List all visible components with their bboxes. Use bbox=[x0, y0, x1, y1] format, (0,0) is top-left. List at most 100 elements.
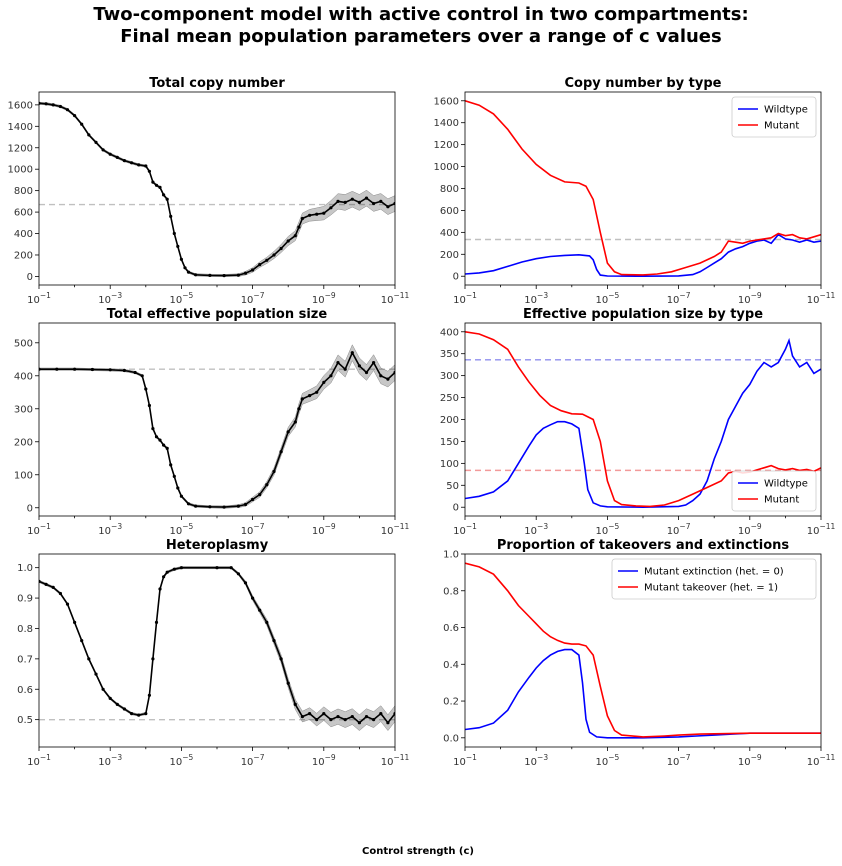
y-tick-label: 600 bbox=[440, 206, 459, 217]
y-tick-label: 1200 bbox=[8, 143, 33, 154]
y-tick-label: 1200 bbox=[434, 140, 459, 151]
data-point bbox=[194, 273, 198, 277]
data-point bbox=[186, 502, 191, 506]
data-point bbox=[286, 430, 290, 434]
data-point bbox=[243, 581, 248, 585]
x-tick-label: 10−11 bbox=[381, 291, 410, 306]
y-tick-label: 300 bbox=[440, 371, 459, 382]
data-point bbox=[357, 721, 361, 725]
panel-takeovers: Proportion of takeovers and extinctions 0… bbox=[443, 538, 835, 768]
x-tick-label: 10−11 bbox=[807, 753, 836, 768]
legend-entry-wildtype: Wildtype bbox=[764, 479, 808, 490]
y-tick-label: 100 bbox=[440, 459, 459, 470]
data-point bbox=[343, 367, 347, 371]
data-point bbox=[222, 505, 226, 509]
data-point bbox=[80, 639, 84, 643]
y-tick-label: 0.2 bbox=[443, 697, 459, 708]
x-tick-label: 10−7 bbox=[667, 291, 691, 306]
data-point bbox=[329, 718, 333, 722]
y-tick-label: 0 bbox=[27, 272, 33, 283]
data-point bbox=[51, 585, 55, 590]
data-point bbox=[108, 368, 112, 372]
data-point bbox=[308, 213, 312, 217]
data-point bbox=[55, 367, 59, 371]
y-tick-label: 0.0 bbox=[443, 733, 459, 744]
x-tick-label: 10−1 bbox=[453, 753, 477, 768]
data-point bbox=[350, 197, 354, 201]
x-tick-label: 10−9 bbox=[738, 753, 762, 768]
data-point bbox=[297, 407, 301, 411]
data-point bbox=[386, 721, 390, 725]
figure-title-line-1: Two-component model with active control … bbox=[93, 4, 749, 25]
data-point bbox=[300, 397, 304, 401]
y-tick-label: 0.8 bbox=[443, 586, 459, 597]
data-point bbox=[101, 148, 105, 152]
data-point bbox=[144, 387, 148, 391]
y-tick-label: 1.0 bbox=[443, 550, 459, 561]
data-point bbox=[169, 214, 173, 218]
data-point bbox=[300, 715, 304, 719]
data-point bbox=[165, 197, 169, 201]
data-point bbox=[322, 712, 326, 716]
data-point bbox=[130, 161, 134, 165]
y-tick-label: 50 bbox=[446, 481, 459, 492]
panel-eff-by-type: Effective population size by type 0 50 100 1… bbox=[440, 307, 836, 537]
y-tick-label: 200 bbox=[14, 437, 33, 448]
data-point bbox=[308, 712, 312, 716]
series-line bbox=[39, 350, 395, 508]
x-tick-label: 10−5 bbox=[170, 753, 194, 768]
data-point bbox=[44, 102, 48, 106]
series-line-wildtype bbox=[465, 233, 821, 278]
legend-entry-mutant: Mutant bbox=[764, 121, 799, 132]
y-tick-label: 0.9 bbox=[17, 594, 33, 605]
data-point bbox=[350, 351, 354, 355]
axes-frame bbox=[38, 322, 396, 517]
y-tick-label: 400 bbox=[440, 327, 459, 338]
data-point bbox=[162, 443, 166, 447]
y-tick-label: 0.8 bbox=[17, 624, 33, 635]
data-point bbox=[137, 163, 141, 167]
data-point bbox=[144, 712, 148, 716]
data-point bbox=[343, 718, 347, 722]
y-tick-label: 200 bbox=[440, 415, 459, 426]
data-point bbox=[176, 244, 180, 248]
data-point bbox=[251, 497, 255, 502]
data-point bbox=[386, 205, 390, 209]
y-tick-label: 1400 bbox=[8, 122, 33, 133]
data-point bbox=[94, 140, 98, 144]
data-point bbox=[258, 608, 262, 612]
data-point bbox=[297, 225, 301, 229]
data-point bbox=[87, 133, 91, 137]
data-point bbox=[65, 602, 70, 606]
y-tick-label: 0.6 bbox=[17, 685, 33, 696]
x-tick-label: 10−11 bbox=[381, 753, 410, 768]
data-point bbox=[222, 274, 226, 278]
data-point bbox=[336, 715, 340, 719]
data-point bbox=[172, 231, 176, 236]
x-tick-label: 10−11 bbox=[807, 522, 836, 537]
data-point bbox=[165, 446, 169, 450]
x-tick-label: 10−1 bbox=[453, 522, 477, 537]
data-point bbox=[265, 258, 269, 262]
data-point bbox=[350, 715, 354, 719]
data-point bbox=[147, 403, 151, 408]
data-point bbox=[379, 199, 383, 203]
y-tick-label: 1000 bbox=[8, 165, 33, 176]
data-point bbox=[243, 271, 248, 275]
confidence-band bbox=[39, 101, 395, 277]
data-point bbox=[122, 707, 126, 711]
data-point bbox=[357, 364, 361, 368]
data-point bbox=[258, 263, 262, 267]
series-line bbox=[39, 566, 395, 725]
data-point bbox=[293, 420, 297, 424]
x-axis-label: Control strength (c) bbox=[362, 846, 474, 857]
legend: Mutant extinction (het. = 0) Mutant takeo… bbox=[611, 558, 817, 600]
y-tick-label: 200 bbox=[440, 250, 459, 261]
y-tick-label: 0.7 bbox=[17, 654, 33, 665]
data-point bbox=[315, 718, 319, 722]
data-point bbox=[144, 164, 148, 168]
data-point bbox=[147, 169, 151, 173]
y-tick-label: 800 bbox=[14, 186, 33, 197]
data-point bbox=[169, 463, 173, 467]
